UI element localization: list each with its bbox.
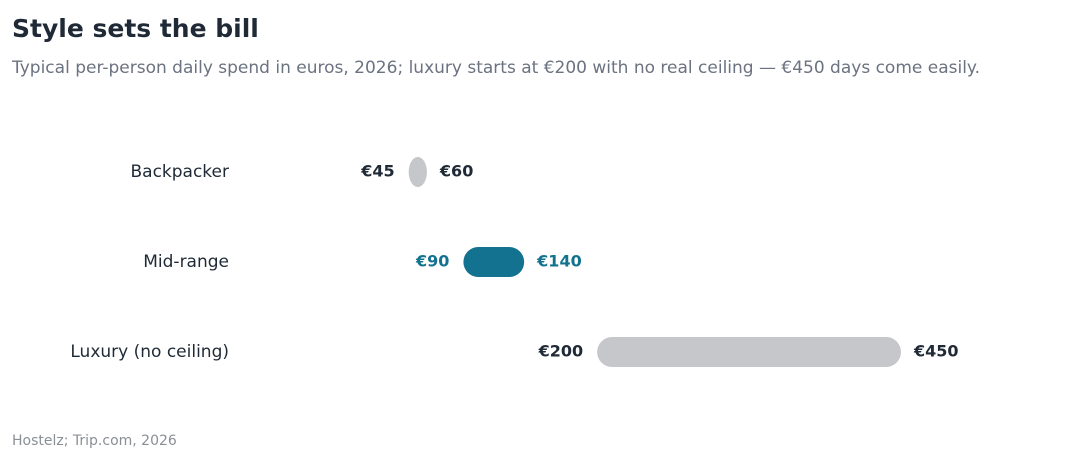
value-label: €450: [913, 342, 959, 361]
source: Hostelz; Trip.com, 2026: [12, 433, 177, 449]
range-bar: [597, 337, 901, 367]
value-label: €90: [415, 252, 449, 271]
category-label: Luxury (no ceiling): [70, 342, 229, 362]
chart-title: Style sets the bill: [12, 14, 259, 43]
value-label: €140: [536, 252, 582, 271]
value-label: €60: [439, 162, 473, 181]
value-label: €45: [360, 162, 394, 181]
category-label: Backpacker: [130, 162, 229, 182]
value-label: €200: [538, 342, 584, 361]
chart-subtitle: Typical per-person daily spend in euros,…: [11, 58, 980, 78]
category-label: Mid-range: [143, 252, 229, 272]
range-bar: [408, 157, 427, 187]
range-bar: [463, 247, 525, 277]
